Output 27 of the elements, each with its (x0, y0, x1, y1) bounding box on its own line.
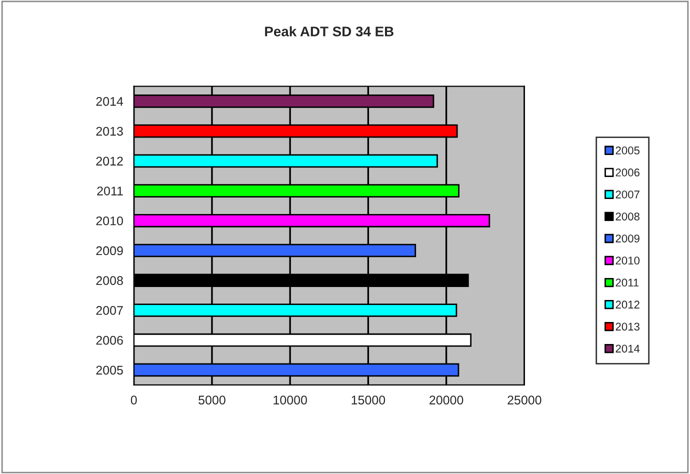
legend-label: 2008 (616, 212, 640, 220)
y-tick-label: 2010 (96, 216, 123, 226)
chart-title: Peak ADT SD 34 EB (265, 26, 394, 36)
legend-label: 2005 (616, 146, 640, 154)
x-tick-label: 20000 (430, 396, 464, 404)
x-tick-label: 5000 (198, 396, 226, 404)
y-tick-label: 2009 (96, 246, 123, 256)
legend-label: 2006 (616, 168, 640, 176)
legend-label: 2012 (616, 300, 640, 309)
y-tick-label: 2008 (96, 276, 123, 286)
legend-label: 2010 (616, 256, 640, 265)
x-tick-label: 10000 (274, 396, 307, 404)
y-tick-label: 2005 (96, 366, 123, 375)
legend-label: 2009 (616, 234, 640, 242)
legend-label: 2013 (616, 322, 640, 331)
y-tick-label: 2007 (96, 306, 123, 315)
legend-label: 2007 (616, 190, 640, 198)
y-tick-label: 2011 (97, 186, 123, 196)
y-tick-label: 2006 (96, 336, 123, 345)
x-tick-label: 0 (130, 396, 137, 404)
y-tick-label: 2012 (96, 156, 123, 166)
y-tick-label: 2014 (96, 97, 124, 106)
legend-label: 2014 (616, 344, 640, 353)
x-tick-label: 25000 (508, 396, 542, 404)
legend-label: 2011 (616, 278, 639, 287)
y-tick-label: 2013 (96, 126, 123, 136)
x-tick-label: 15000 (352, 396, 386, 404)
